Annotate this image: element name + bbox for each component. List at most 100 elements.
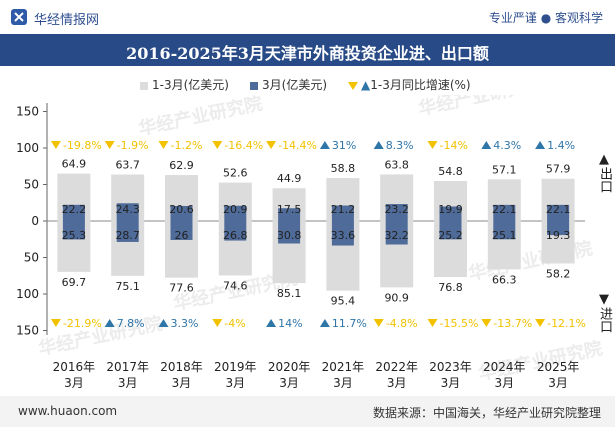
huajing-logo-icon [11, 9, 27, 25]
bar-march-export [116, 203, 139, 221]
label-march-import: 28.7 [115, 229, 140, 242]
growth-import-marker [266, 319, 277, 327]
label-march-export: 19.9 [438, 203, 463, 216]
import-side-label: ▼ 进口 [597, 292, 612, 333]
label-cumulative-import: 90.9 [384, 291, 409, 304]
legend-swatch-cumulative [140, 81, 148, 90]
label-cumulative-import: 58.2 [546, 267, 571, 280]
legend-item-cumulative: 1-3月(亿美元) [140, 76, 229, 93]
growth-import-marker [481, 319, 492, 327]
y-tick-label: 0 [31, 214, 39, 228]
bar-march-import [331, 221, 354, 246]
brand-name: 华经情报网 [34, 13, 100, 28]
x-tick-label-month: 3月 [333, 376, 353, 390]
label-cumulative-import: 95.4 [331, 295, 356, 308]
label-march-import: 26 [175, 229, 189, 242]
bar-march-export [170, 205, 193, 221]
x-tick-label-year: 2025年 [537, 360, 580, 374]
label-march-import: 33.6 [331, 229, 356, 242]
growth-import-marker [535, 319, 546, 327]
x-tick-label-year: 2017年 [106, 360, 149, 374]
legend-swatch-growth-up: ▲ [361, 78, 371, 92]
growth-export-marker [266, 141, 277, 149]
label-cumulative-import: 85.1 [277, 287, 302, 300]
growth-export-label: -1.2% [171, 139, 203, 152]
bar-march-export [224, 205, 247, 221]
x-tick-label-month: 3月 [279, 376, 299, 390]
growth-export-marker [319, 141, 330, 149]
growth-export-marker [212, 141, 223, 149]
label-cumulative-import: 69.7 [62, 276, 87, 289]
label-march-export: 24.3 [115, 203, 140, 216]
label-march-import: 30.8 [277, 229, 302, 242]
growth-import-label: 3.3% [171, 317, 199, 330]
footer: www.huaon.com 数据来源：中国海关，华经产业研究院整理 [0, 396, 615, 427]
label-cumulative-export: 52.6 [223, 167, 248, 180]
label-march-export: 20.9 [223, 203, 248, 216]
import-label: 进口 [597, 307, 612, 333]
label-cumulative-import: 66.3 [492, 273, 517, 286]
bar-march-export [331, 205, 354, 221]
y-tick-label: 50 [24, 251, 39, 265]
bar-march-import [62, 221, 85, 240]
chart-legend: 1-3月(亿美元) 3月(亿美元) ▲1-3月同比增速(%) [0, 76, 615, 94]
growth-export-marker [104, 141, 115, 149]
bar-march-import [439, 221, 462, 240]
growth-import-marker [373, 319, 384, 327]
growth-export-marker [50, 141, 61, 149]
y-tick-label: 150 [16, 324, 39, 338]
growth-import-label: -21.9% [63, 317, 102, 330]
watermark-1: 华经产业研究院 [416, 95, 544, 120]
growth-import-marker [50, 319, 61, 327]
x-tick-label-year: 2019年 [214, 360, 257, 374]
label-march-export: 20.6 [169, 203, 194, 216]
label-cumulative-export: 63.8 [384, 158, 409, 171]
growth-import-label: 14% [278, 317, 302, 330]
legend-label-growth: 1-3月同比增速(%) [370, 78, 471, 92]
bar-march-import [170, 221, 193, 240]
bar-march-import [493, 221, 516, 240]
growth-import-marker [104, 319, 115, 327]
growth-export-marker [427, 141, 438, 149]
label-cumulative-export: 64.9 [62, 158, 87, 171]
x-tick-label-year: 2022年 [375, 360, 418, 374]
x-tick-label-month: 3月 [225, 376, 245, 390]
growth-import-label: -13.7% [493, 317, 532, 330]
label-march-import: 32.2 [384, 229, 409, 242]
growth-import-label: 11.7% [332, 317, 367, 330]
top-bar: 华经情报网 专业严谨 ● 客观科学 [0, 0, 615, 34]
bar-march-export [385, 204, 408, 221]
growth-export-label: -1.9% [117, 139, 149, 152]
label-march-export: 17.5 [277, 203, 302, 216]
title-bar: 2016-2025年3月天津市外商投资企业进、出口额 [0, 34, 615, 66]
x-tick-label-year: 2023年 [429, 360, 472, 374]
growth-import-marker [158, 319, 169, 327]
bar-march-import [116, 221, 139, 242]
growth-export-label: -16.4% [224, 139, 263, 152]
bar-march-export [547, 204, 570, 221]
x-tick-label-month: 3月 [172, 376, 192, 390]
label-march-import: 25.2 [438, 229, 463, 242]
label-march-import: 25.3 [62, 229, 87, 242]
x-tick-label-year: 2016年 [53, 360, 96, 374]
label-cumulative-import: 77.6 [169, 282, 194, 295]
x-tick-label-month: 3月 [441, 376, 461, 390]
label-cumulative-import: 76.8 [438, 281, 463, 294]
growth-import-marker [319, 319, 330, 327]
y-tick-label: 100 [16, 287, 39, 301]
growth-export-label: -14.4% [278, 139, 317, 152]
growth-import-label: -4.8% [386, 317, 418, 330]
growth-export-label: 1.4% [547, 139, 575, 152]
growth-export-marker [373, 141, 384, 149]
label-cumulative-export: 57.1 [492, 163, 517, 176]
legend-item-march: 3月(亿美元) [250, 76, 327, 93]
label-cumulative-export: 63.7 [115, 158, 140, 171]
growth-export-marker [481, 141, 492, 149]
label-cumulative-export: 58.8 [331, 162, 356, 175]
x-tick-label-month: 3月 [387, 376, 407, 390]
legend-item-growth: ▲1-3月同比增速(%) [348, 76, 471, 93]
bar-march-export [439, 206, 462, 221]
growth-export-marker [535, 141, 546, 149]
x-tick-label-year: 2018年 [160, 360, 203, 374]
x-tick-label-year: 2021年 [322, 360, 365, 374]
